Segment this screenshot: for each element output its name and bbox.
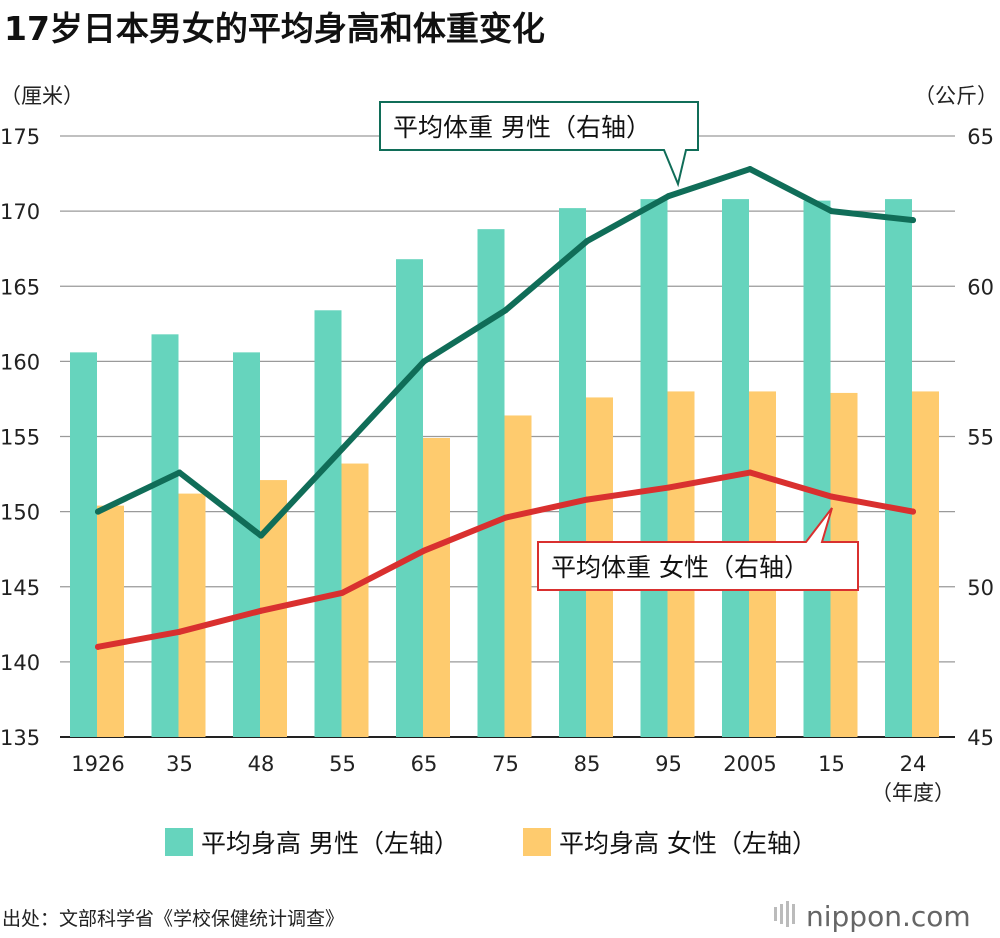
legend-male-height: 平均身高 男性（左轴）: [201, 829, 459, 858]
female-weight-callout: 平均体重 女性（右轴）: [537, 507, 859, 591]
y-right-tick-label: 45: [967, 726, 994, 750]
logo-text: nippon.com: [806, 900, 971, 933]
y-right-tick-label: 55: [967, 426, 994, 450]
point-female-weight: [258, 607, 264, 614]
point-female-weight: [828, 493, 835, 500]
y-left-tick-label: 145: [0, 576, 40, 600]
bar-male-height: [233, 352, 260, 737]
point-female-weight: [421, 547, 427, 554]
y-left-tick-label: 160: [0, 350, 40, 374]
point-male-weight: [502, 307, 509, 314]
point-male-weight: [910, 217, 916, 224]
y-right-tick-label: 65: [967, 125, 994, 149]
x-tick-label: 48: [248, 752, 275, 776]
x-tick-label: 1926: [71, 752, 124, 776]
x-tick-label: 65: [411, 752, 438, 776]
point-male-weight: [828, 208, 835, 215]
bar-female-height: [504, 415, 532, 737]
point-female-weight: [176, 628, 183, 635]
point-female-weight: [339, 589, 346, 596]
point-male-weight: [747, 166, 753, 173]
bar-male-height: [477, 229, 505, 737]
point-female-weight: [502, 514, 509, 521]
bar-female-height: [912, 391, 939, 737]
x-tick-label: 55: [329, 752, 356, 776]
y-left-tick-label: 150: [0, 501, 40, 525]
x-tick-label: 95: [655, 752, 682, 776]
bar-female-height: [341, 463, 369, 737]
point-male-weight: [258, 532, 264, 539]
bar-male-height: [803, 200, 831, 738]
x-tick-label: 85: [574, 752, 601, 776]
point-male-weight: [95, 508, 101, 515]
x-tick-label: 2005: [723, 752, 776, 776]
x-unit-label: （年度）: [871, 781, 955, 805]
bar-female-height: [97, 505, 124, 737]
bar-male-height: [70, 352, 97, 737]
legend-swatch-male-height: [165, 828, 193, 856]
male-weight-callout: 平均体重 男性（右轴）: [379, 101, 699, 188]
female-weight-callout-label: 平均体重 女性（右轴）: [551, 553, 809, 582]
y-right-tick-label: 60: [967, 275, 994, 299]
nippon-logo: nippon.com: [774, 900, 971, 933]
x-tick-label: 35: [166, 752, 193, 776]
bar-male-height: [151, 334, 179, 737]
y-left-label: （厘米）: [0, 84, 84, 108]
point-female-weight: [910, 508, 916, 515]
point-male-weight: [584, 238, 590, 245]
y-left-tick-label: 175: [0, 125, 40, 149]
point-male-weight: [421, 358, 427, 365]
y-left-tick-label: 155: [0, 426, 40, 450]
point-male-weight: [176, 469, 183, 476]
chart-title: 17岁日本男女的平均身高和体重变化: [4, 9, 545, 48]
y-right-label: （公斤）: [914, 84, 998, 108]
x-tick-label: 24: [900, 752, 927, 776]
x-tick-label: 15: [818, 752, 845, 776]
bar-male-height: [559, 208, 586, 737]
point-female-weight: [95, 643, 101, 650]
male-weight-callout-label: 平均体重 男性（右轴）: [393, 113, 651, 142]
bar-male-height: [396, 259, 423, 737]
point-female-weight: [665, 484, 672, 491]
y-left-tick-label: 165: [0, 275, 40, 299]
bar-male-height: [314, 310, 342, 737]
bar-female-height: [423, 438, 450, 737]
y-left-tick-label: 135: [0, 726, 40, 750]
y-left-tick-label: 170: [0, 200, 40, 224]
point-male-weight: [665, 193, 672, 200]
legend-swatch-female-height: [523, 828, 551, 856]
point-male-weight: [339, 445, 346, 452]
bar-female-height: [178, 493, 206, 737]
bar-male-height: [640, 199, 668, 738]
source-note: 出处：文部科学省《学校保健统计调查》: [2, 908, 344, 930]
bar-male-height: [885, 199, 912, 738]
point-female-weight: [747, 469, 753, 476]
legend-female-height: 平均身高 女性（左轴）: [559, 829, 817, 858]
point-female-weight: [584, 496, 590, 503]
y-left-tick-label: 140: [0, 651, 40, 675]
bar-male-height: [722, 199, 749, 738]
x-tick-label: 75: [492, 752, 519, 776]
y-right-tick-label: 50: [967, 576, 994, 600]
